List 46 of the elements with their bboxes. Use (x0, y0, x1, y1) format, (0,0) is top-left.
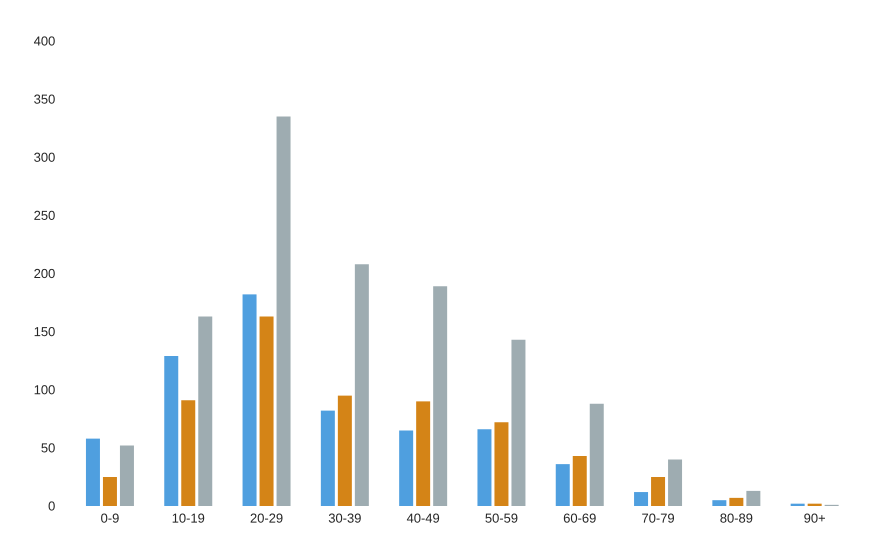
x-tick-label: 40-49 (406, 514, 440, 523)
y-tick-label: 400 (34, 36, 55, 46)
bar (746, 490, 760, 506)
bar (556, 464, 570, 506)
bar (338, 396, 352, 506)
bar (164, 356, 178, 506)
bar (668, 460, 682, 506)
bar (399, 430, 414, 506)
x-tick-label: 20-29 (250, 514, 282, 523)
y-tick-label: 250 (34, 210, 55, 220)
y-tick-label: 50 (41, 443, 55, 452)
bar (729, 498, 744, 506)
y-tick-label: 100 (34, 385, 55, 394)
bar (198, 316, 212, 506)
bar (102, 476, 117, 506)
bar (433, 286, 448, 506)
x-tick-label: 30-39 (328, 514, 361, 523)
x-tick-label: 70-79 (642, 514, 674, 523)
bar (416, 401, 430, 506)
x-tick-label: 10-19 (172, 514, 204, 523)
y-tick-label: 0 (48, 501, 55, 511)
bar (242, 294, 257, 506)
bar (86, 438, 100, 506)
bar (181, 400, 196, 506)
y-tick-label: 200 (34, 268, 55, 278)
bar (572, 456, 587, 506)
bar (260, 316, 274, 506)
x-tick-label: 90+ (804, 514, 825, 523)
bar (354, 264, 369, 506)
bar (712, 500, 726, 506)
bar (651, 476, 666, 506)
y-tick-label: 350 (34, 94, 55, 104)
x-tick-label: 0-9 (101, 514, 119, 523)
y-tick-label: 300 (34, 152, 55, 162)
bar (320, 410, 335, 506)
bar (634, 492, 648, 506)
x-tick-label: 60-69 (564, 514, 596, 523)
bar (590, 404, 604, 506)
x-tick-label: 80-89 (720, 514, 752, 523)
bar (477, 429, 492, 506)
y-tick-label: 150 (34, 327, 55, 336)
bar (276, 116, 291, 506)
bar (511, 340, 526, 506)
bar (120, 446, 134, 506)
x-tick-label: 50-59 (485, 514, 518, 523)
bar (494, 422, 508, 506)
